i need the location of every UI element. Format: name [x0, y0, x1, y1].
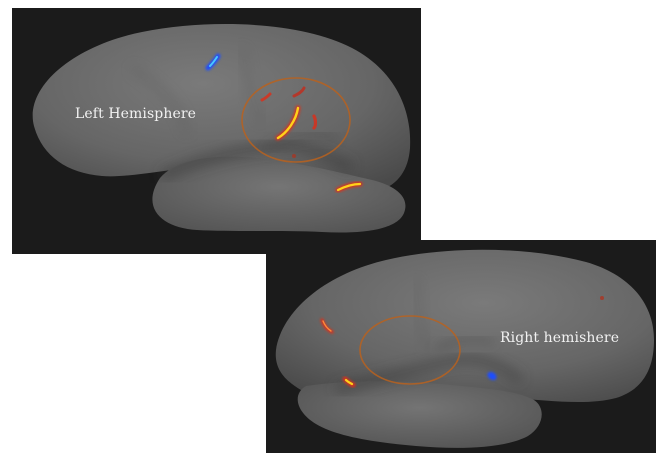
left-activation-red-spot-3	[312, 114, 318, 130]
right-activation-small-red-spot	[600, 296, 604, 300]
right-activation-blue-spot	[487, 371, 497, 381]
right-hemisphere-panel: Right hemishere	[266, 240, 656, 453]
left-hemisphere-label: Left Hemisphere	[75, 106, 197, 122]
right-temporal-lobe-surface	[297, 381, 542, 448]
left-activation-red-spot-1	[260, 92, 272, 102]
left-hemisphere-brain-render	[32, 24, 411, 233]
right-roi-circle	[359, 315, 461, 385]
right-cerebrum-surface	[275, 249, 654, 403]
left-roi-circle	[241, 77, 351, 163]
left-temporal-lobe-surface	[152, 156, 406, 233]
right-hemisphere-brain-render	[275, 249, 654, 448]
right-hemisphere-label: Right hemishere	[500, 330, 620, 346]
left-activation-red-spot-2	[292, 86, 306, 98]
left-hemisphere-panel: Left Hemisphere	[12, 8, 421, 254]
